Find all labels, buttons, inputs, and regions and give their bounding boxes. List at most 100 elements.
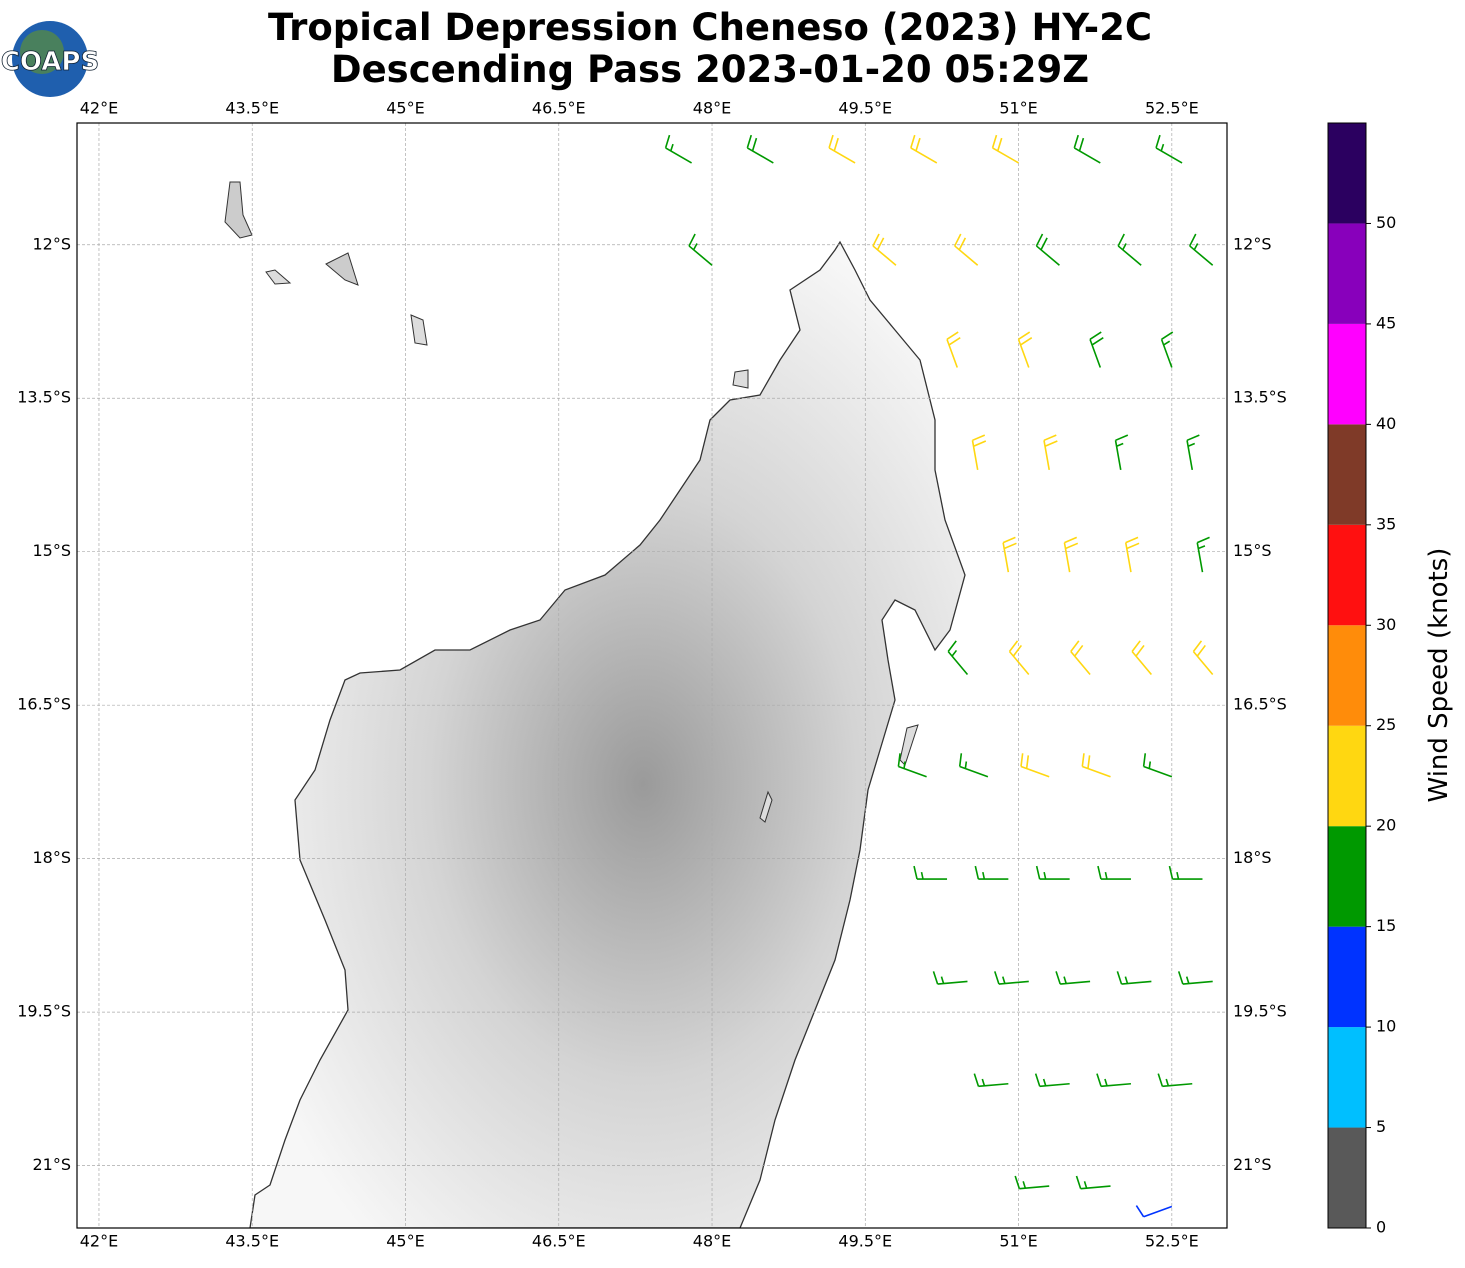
- graticule: [77, 123, 1227, 1228]
- title-line: Tropical Depression Cheneso (2023) HY-2C: [268, 6, 1152, 49]
- wind-barb: [932, 971, 968, 985]
- colorbar-label: Wind Speed (knots): [1424, 548, 1454, 803]
- wind-barb: [1034, 1073, 1070, 1088]
- y-tick-label: 18°S: [32, 848, 71, 867]
- x-tick-label: 48°E: [693, 1232, 731, 1251]
- wind-barb: [1135, 1205, 1173, 1218]
- colorbar-bin: [1328, 524, 1366, 626]
- colorbar-bin: [1328, 1127, 1366, 1228]
- x-tick-label: 49.5°E: [838, 99, 892, 118]
- wind-barb: [958, 753, 989, 778]
- wind-barb: [688, 233, 713, 266]
- island: [325, 252, 359, 286]
- wind-barb: [1043, 434, 1058, 470]
- x-tick-label: 52.5°E: [1145, 99, 1199, 118]
- wind-barb: [910, 134, 938, 164]
- colorbar-tick-label: 0: [1376, 1218, 1386, 1237]
- wind-barb: [1168, 865, 1203, 880]
- wind-barb: [971, 434, 987, 470]
- colorbar-tick-label: 35: [1376, 514, 1396, 533]
- wind-barb: [1186, 434, 1200, 470]
- wind-barb: [1070, 640, 1091, 675]
- colorbar-tick-label: 40: [1376, 414, 1396, 433]
- wind-barb: [1188, 233, 1214, 266]
- wind-barb: [913, 865, 948, 880]
- colorbar-tick-label: 5: [1376, 1117, 1386, 1136]
- wind-barbs: [664, 134, 1214, 1218]
- wind-barb: [1131, 640, 1153, 675]
- wind-barb: [897, 753, 927, 778]
- x-tick-label: 43.5°E: [225, 1232, 279, 1251]
- colorbar-tick-label: 30: [1376, 615, 1396, 634]
- x-tick-label: 51°E: [999, 1232, 1037, 1251]
- wind-barb: [1014, 1175, 1050, 1190]
- colorbar-bin: [1328, 323, 1366, 425]
- y-tick-label: 12°S: [1233, 234, 1272, 253]
- colorbar-tick-label: 15: [1376, 916, 1396, 935]
- wind-barb: [1035, 865, 1070, 880]
- colorbar: 0 5 10 15 20 25 30 35 40 45 50: [1327, 122, 1396, 1237]
- wind-barb: [1073, 134, 1101, 164]
- island: [732, 369, 749, 389]
- y-tick-label: 12°S: [32, 234, 71, 253]
- colorbar-tick-label: 25: [1376, 715, 1396, 734]
- y-tick-label: 15°S: [1233, 541, 1272, 560]
- colorbar-bin: [1328, 725, 1366, 827]
- logo-text: COAPS: [1, 47, 99, 77]
- title-line: Descending Pass 2023-01-20 05:29Z: [331, 48, 1089, 91]
- land: [224, 181, 966, 1228]
- wind-barb: [1196, 536, 1210, 573]
- colorbar-frame: [1327, 122, 1367, 1229]
- x-tick-label: 46.5°E: [532, 1232, 586, 1251]
- wind-barb: [1114, 434, 1129, 470]
- colorbar-bin: [1328, 223, 1366, 324]
- x-tick-label: 46.5°E: [532, 99, 586, 118]
- wind-barb: [1020, 753, 1050, 778]
- colorbar-tick-label: 10: [1376, 1017, 1396, 1036]
- y-tick-label: 13.5°S: [1233, 388, 1287, 407]
- wind-barb: [1117, 233, 1142, 266]
- wind-barb: [1155, 134, 1183, 164]
- x-tick-label: 42°E: [80, 1232, 118, 1251]
- wind-barb: [994, 971, 1029, 985]
- wind-barb: [991, 134, 1019, 164]
- x-tick-label: 45°E: [386, 1232, 424, 1251]
- y-tick-label: 18°S: [1233, 848, 1272, 867]
- wind-barb: [746, 134, 774, 164]
- wind-barb: [1002, 536, 1017, 573]
- y-tick-label: 21°S: [32, 1155, 71, 1174]
- wind-barb: [953, 233, 979, 266]
- colorbar-bin: [1328, 625, 1366, 726]
- y-tick-label: 16.5°S: [17, 695, 71, 714]
- x-tick-label: 51°E: [999, 99, 1037, 118]
- wind-barb: [664, 134, 692, 164]
- wind-barb: [1192, 640, 1214, 675]
- x-tick-label: 52.5°E: [1145, 1232, 1199, 1251]
- y-tick-label: 15°S: [32, 541, 71, 560]
- wind-barb: [1075, 1175, 1111, 1190]
- wind-barb: [1177, 971, 1213, 985]
- y-tick-label: 16.5°S: [1233, 695, 1287, 714]
- wind-barb: [1096, 1073, 1132, 1088]
- wind-barb: [828, 134, 856, 164]
- colorbar-bin: [1328, 926, 1366, 1028]
- wind-barb: [1063, 536, 1079, 573]
- y-tick-label: 19.5°S: [17, 1002, 71, 1021]
- x-tick-label: 42°E: [80, 99, 118, 118]
- wind-barb: [1081, 753, 1111, 778]
- wind-barb: [947, 640, 969, 675]
- wind-barb: [1035, 233, 1060, 266]
- colorbar-tick-label: 50: [1376, 213, 1396, 232]
- wind-barb: [974, 865, 1009, 880]
- wind-barb: [946, 331, 961, 368]
- wind-barb: [1097, 865, 1131, 880]
- colorbar-bin: [1328, 826, 1366, 927]
- colorbar-bin: [1328, 424, 1366, 525]
- wind-barb: [1124, 536, 1140, 573]
- colorbar-bin: [1328, 1027, 1366, 1128]
- x-tick-label: 45°E: [386, 99, 424, 118]
- colorbar-tick-label: 45: [1376, 313, 1396, 332]
- wind-barb: [1142, 753, 1173, 778]
- wind-barb: [1008, 640, 1030, 675]
- island: [759, 790, 773, 823]
